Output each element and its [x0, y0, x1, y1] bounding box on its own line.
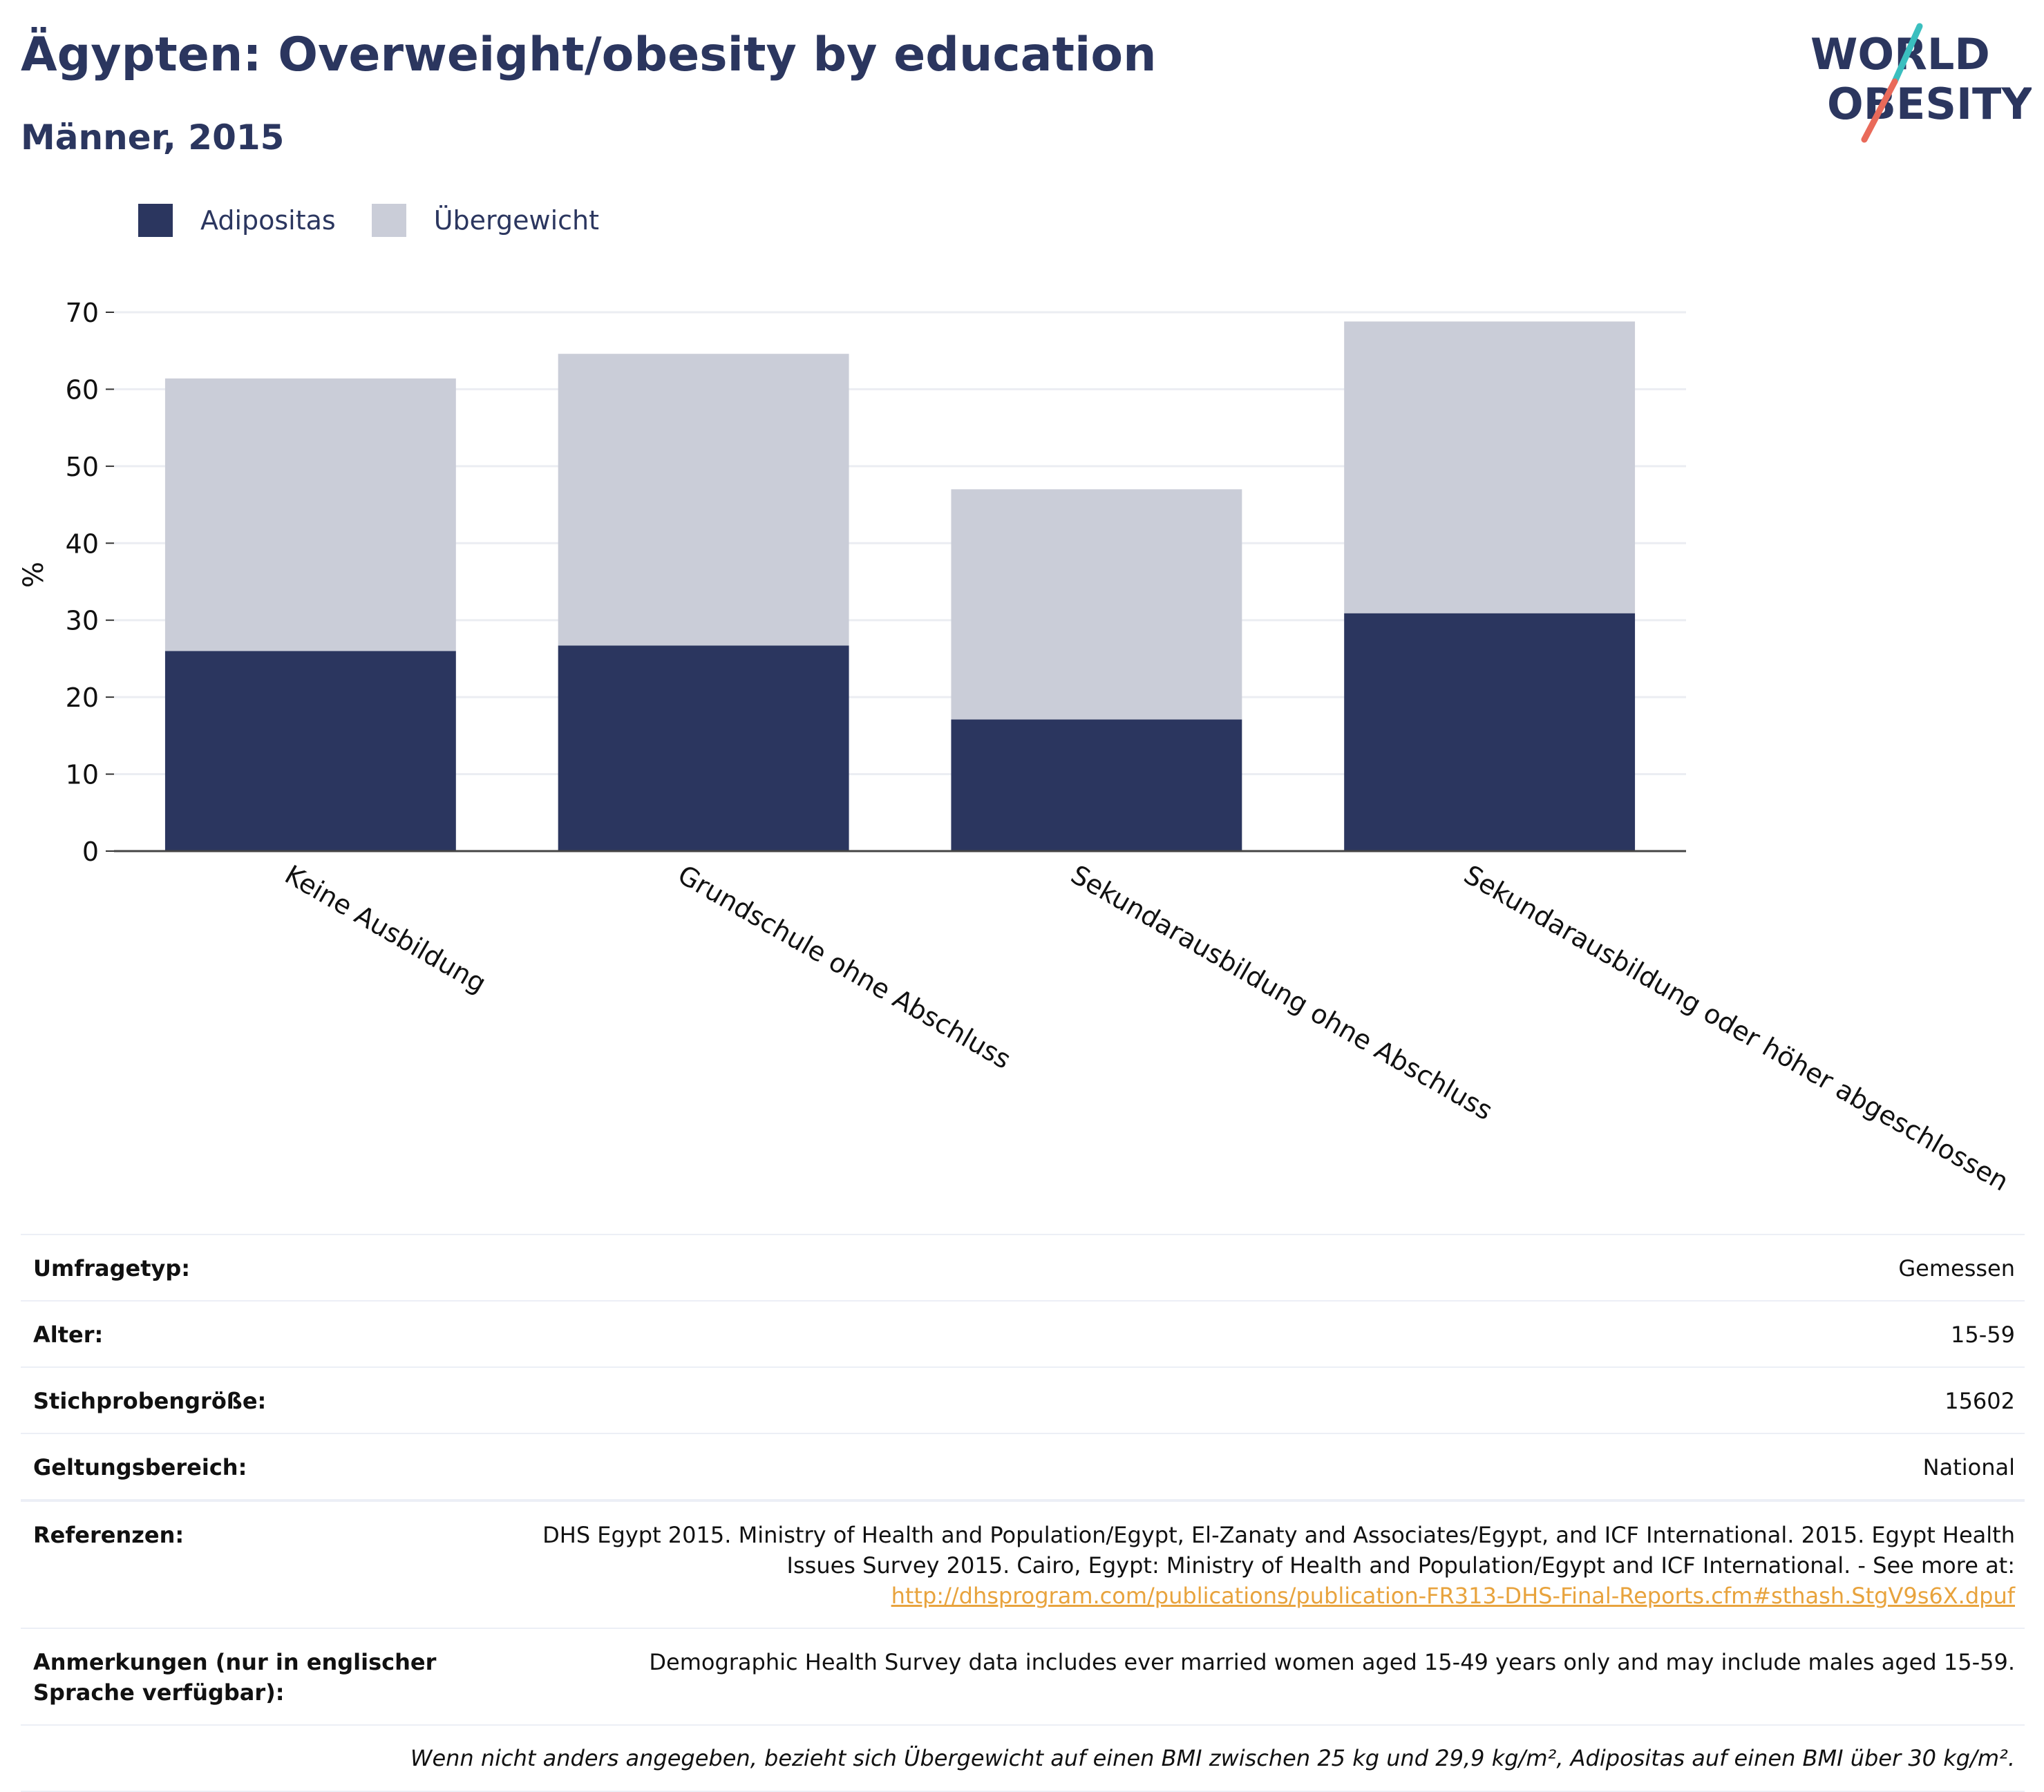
- x-tick-label: Sekundarausbildung ohne Abschluss: [1066, 859, 1497, 1126]
- meta-label: Alter:: [33, 1322, 104, 1348]
- logo-slash-teal: [1891, 23, 1923, 85]
- legend-label-uebergewicht: Übergewicht: [433, 205, 599, 236]
- logo-slash-red: [1861, 78, 1898, 143]
- page-subtitle: Männer, 2015: [21, 117, 285, 158]
- meta-row-notes: Anmerkungen (nur in englischer Sprache v…: [21, 1628, 2025, 1724]
- meta-row: Alter: 15-59: [21, 1300, 2025, 1366]
- meta-value: 15602: [1944, 1388, 2015, 1414]
- bar-adipositas[interactable]: [558, 645, 849, 851]
- notes-value: Demographic Health Survey data includes …: [649, 1649, 2015, 1675]
- chart-legend: Adipositas Übergewicht: [138, 204, 635, 237]
- bar-adipositas[interactable]: [164, 651, 456, 851]
- meta-value: Gemessen: [1898, 1255, 2015, 1281]
- meta-label: Stichprobengröße:: [33, 1388, 267, 1414]
- bars: [164, 321, 1636, 851]
- y-tick-label: 20: [66, 683, 99, 713]
- legend-item-adipositas[interactable]: Adipositas: [138, 204, 336, 237]
- legend-swatch-adipositas: [138, 204, 173, 237]
- meta-row-references: Referenzen: DHS Egypt 2015. Ministry of …: [21, 1500, 2025, 1628]
- y-tick-label: 60: [66, 374, 99, 405]
- y-tick-label: 70: [66, 298, 99, 328]
- world-obesity-logo: WORLD OBESITY: [1810, 23, 2032, 143]
- bar-adipositas[interactable]: [951, 719, 1242, 851]
- references-link[interactable]: http://dhsprogram.com/publications/publi…: [891, 1583, 2015, 1609]
- bar-uebergewicht[interactable]: [1344, 321, 1636, 613]
- bmi-footnote: Wenn nicht anders angegeben, bezieht sic…: [21, 1724, 2025, 1792]
- meta-row: Geltungsbereich: National: [21, 1433, 2025, 1500]
- meta-label: Umfragetyp:: [33, 1255, 191, 1281]
- x-tick-label: Keine Ausbildung: [280, 859, 491, 999]
- y-tick-label: 30: [66, 606, 99, 636]
- bar-adipositas[interactable]: [1344, 613, 1636, 851]
- bar-uebergewicht[interactable]: [558, 354, 849, 646]
- bar-uebergewicht[interactable]: [164, 378, 456, 651]
- meta-value: National: [1922, 1454, 2015, 1480]
- x-tick-label: Sekundarausbildung oder höher abgeschlos…: [1459, 859, 2014, 1197]
- x-tick-label: Grundschule ohne Abschluss: [673, 859, 1016, 1075]
- references-text: DHS Egypt 2015. Ministry of Health and P…: [542, 1522, 2015, 1579]
- meta-row: Stichprobengröße: 15602: [21, 1366, 2025, 1433]
- meta-value: 15-59: [1951, 1322, 2015, 1348]
- legend-item-uebergewicht[interactable]: Übergewicht: [371, 204, 599, 237]
- bar-uebergewicht[interactable]: [951, 489, 1242, 720]
- legend-label-adipositas: Adipositas: [200, 205, 336, 236]
- logo-text-obesity: OBESITY: [1827, 79, 2032, 129]
- stacked-bar-chart: 0 10 20 30 40 50 60 70 Keine Ausbildung Grundschu…: [18, 298, 2014, 1197]
- meta-row: Umfragetyp: Gemessen: [21, 1234, 2025, 1300]
- y-tick-label: 40: [66, 528, 99, 559]
- y-tick-label: 0: [82, 837, 99, 867]
- meta-label: Geltungsbereich:: [33, 1454, 247, 1480]
- metadata-table: Umfragetyp: Gemessen Alter: 15-59 Stichprobe…: [21, 1234, 2025, 1792]
- y-tick-label: 50: [66, 452, 99, 482]
- y-tick-label: 10: [66, 760, 99, 790]
- legend-swatch-uebergewicht: [371, 204, 406, 237]
- references-value: DHS Egypt 2015. Ministry of Health and P…: [531, 1520, 2015, 1611]
- y-axis-label: %: [18, 562, 50, 588]
- page-title: Ägypten: Overweight/obesity by education: [21, 28, 1157, 82]
- references-label: Referenzen:: [33, 1522, 184, 1548]
- notes-label: Anmerkungen (nur in englischer Sprache v…: [33, 1649, 437, 1706]
